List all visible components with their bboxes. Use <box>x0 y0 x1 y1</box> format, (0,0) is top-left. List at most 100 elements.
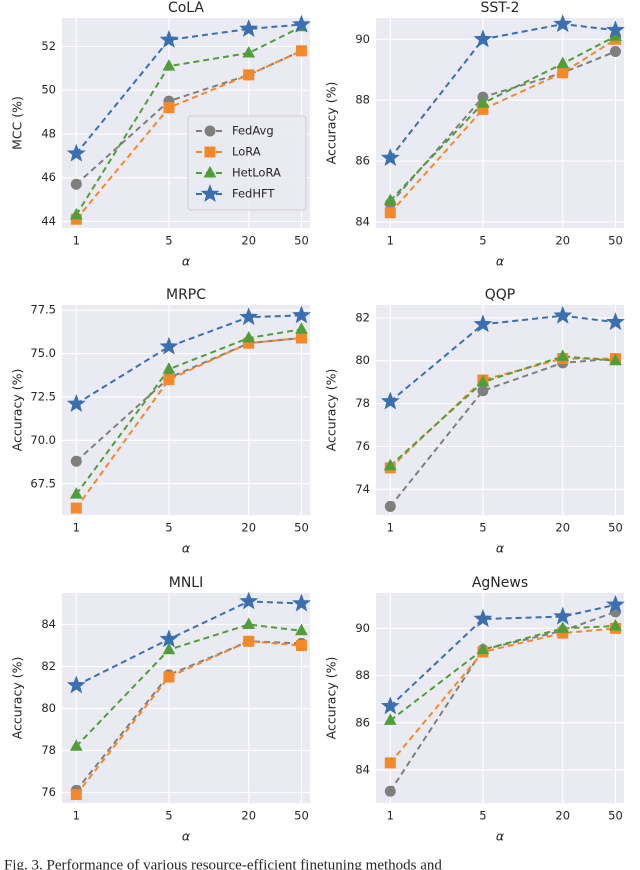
marker <box>609 45 621 57</box>
subplot-title: MRPC <box>166 287 206 303</box>
y-tick-label: 48 <box>41 126 56 140</box>
y-tick-label: 90 <box>355 621 370 635</box>
marker <box>66 394 86 412</box>
marker <box>553 14 573 33</box>
plot-area <box>62 593 310 803</box>
series-line <box>389 625 616 722</box>
series-line <box>389 627 616 764</box>
marker <box>292 14 311 33</box>
marker <box>606 312 625 331</box>
y-tick-label: 75.0 <box>30 346 56 360</box>
series-line <box>389 50 616 205</box>
plot-area <box>62 305 310 515</box>
plot-area <box>376 305 624 515</box>
y-tick-label: 44 <box>41 214 56 228</box>
series-line <box>389 38 616 214</box>
x-tick-label: 20 <box>241 234 256 248</box>
legend-label: FedAvg <box>232 124 274 138</box>
marker <box>242 45 256 58</box>
legend-marker <box>204 125 216 137</box>
x-tick-label: 1 <box>387 809 394 823</box>
marker <box>69 487 83 499</box>
y-tick-label: 88 <box>355 93 370 107</box>
y-tick-label: 88 <box>355 668 370 682</box>
x-tick-label: 20 <box>241 521 256 535</box>
subplot-title: MNLI <box>169 575 203 591</box>
marker <box>557 67 569 79</box>
marker <box>383 713 397 725</box>
marker <box>239 19 259 37</box>
y-tick-label: 90 <box>355 32 370 46</box>
y-tick-label: 80 <box>41 701 56 715</box>
marker <box>69 739 83 751</box>
marker <box>162 362 176 374</box>
marker <box>70 455 82 467</box>
y-tick-label: 84 <box>355 762 370 776</box>
x-tick-label: 20 <box>555 234 570 248</box>
y-tick-label: 82 <box>355 310 370 324</box>
marker <box>292 593 311 612</box>
subplot-title: QQP <box>485 287 515 303</box>
x-tick-label: 50 <box>608 521 623 535</box>
legend-label: FedHFT <box>232 187 275 201</box>
y-tick-label: 86 <box>355 715 370 729</box>
series-line <box>389 355 616 467</box>
marker <box>295 640 307 651</box>
series-line <box>75 640 302 796</box>
marker <box>384 500 396 512</box>
marker <box>163 374 175 386</box>
marker <box>556 349 570 361</box>
subplot-title: AgNews <box>472 575 528 591</box>
series-line <box>75 600 302 687</box>
x-tick-label: 1 <box>73 521 80 535</box>
subplot: QQP α Accuracy (%) 74 76 78 80 82 1 5 20 50 <box>324 287 625 556</box>
marker <box>159 336 179 355</box>
subplot: MNLI α Accuracy (%) 76 78 80 82 84 1 5 20 50 <box>10 575 311 844</box>
series-line <box>389 610 616 792</box>
y-tick-label: 76 <box>41 785 56 799</box>
marker <box>70 178 82 190</box>
series-line <box>75 336 302 509</box>
marker <box>162 59 176 71</box>
y-tick-label: 72.5 <box>30 389 56 403</box>
x-tick-label: 5 <box>479 234 486 248</box>
marker <box>66 675 86 694</box>
plot-area <box>376 593 624 803</box>
x-axis-label: α <box>182 541 191 556</box>
y-tick-label: 82 <box>41 659 56 673</box>
series-line <box>389 35 616 202</box>
series-line <box>389 23 616 159</box>
x-tick-label: 20 <box>555 521 570 535</box>
marker <box>553 305 573 324</box>
plot-area <box>376 18 624 228</box>
marker <box>295 623 308 636</box>
y-tick-label: 78 <box>355 396 370 410</box>
marker <box>295 332 307 344</box>
x-tick-label: 50 <box>294 809 309 823</box>
series-line <box>75 25 302 216</box>
y-axis-label: Accuracy (%) <box>10 369 25 452</box>
marker <box>163 102 175 114</box>
series-line <box>389 603 616 707</box>
x-tick-label: 1 <box>387 521 394 535</box>
marker <box>243 635 255 647</box>
marker <box>69 207 83 220</box>
y-tick-label: 86 <box>355 154 370 168</box>
y-axis-label: Accuracy (%) <box>324 82 339 165</box>
marker <box>384 757 396 769</box>
legend-label: HetLoRA <box>232 166 281 180</box>
y-tick-label: 46 <box>41 170 56 184</box>
x-tick-label: 50 <box>608 234 623 248</box>
subplot-title: SST-2 <box>481 0 520 16</box>
x-tick-label: 5 <box>165 234 172 248</box>
y-tick-label: 84 <box>355 214 370 228</box>
marker <box>295 45 307 57</box>
legend-marker <box>203 165 217 178</box>
marker <box>239 591 259 610</box>
x-tick-label: 20 <box>241 809 256 823</box>
x-tick-label: 5 <box>479 521 486 535</box>
x-axis-label: α <box>496 829 505 844</box>
y-tick-label: 76 <box>355 439 370 453</box>
x-axis-label: α <box>496 254 505 269</box>
